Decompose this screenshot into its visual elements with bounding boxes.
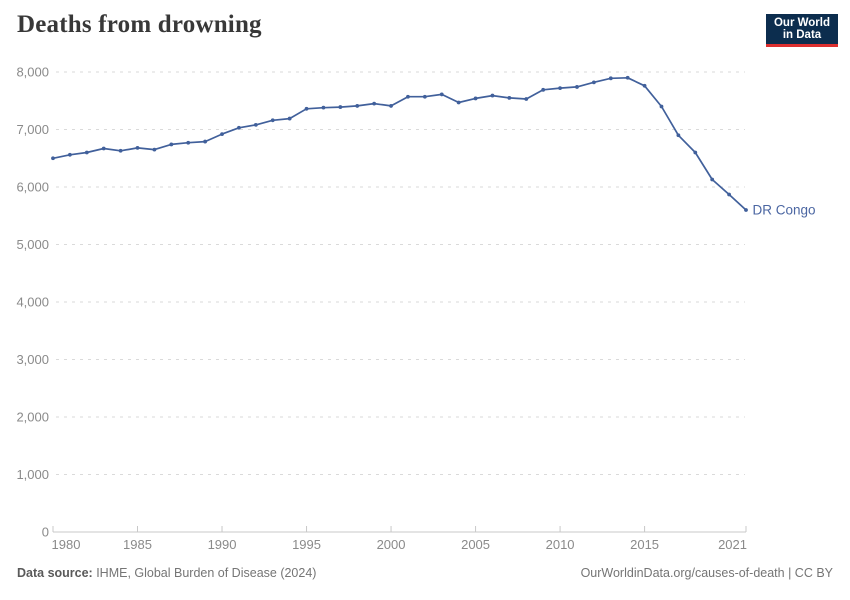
data-point[interactable] xyxy=(490,93,495,98)
data-point[interactable] xyxy=(203,139,208,144)
data-point[interactable] xyxy=(591,80,596,85)
x-axis-tick-label: 1995 xyxy=(292,537,321,552)
data-point[interactable] xyxy=(389,104,393,108)
data-point[interactable] xyxy=(524,97,529,101)
y-axis-tick-label: 7,000 xyxy=(16,122,49,137)
y-axis-tick-label: 8,000 xyxy=(16,65,49,80)
data-point[interactable] xyxy=(220,132,224,137)
data-point[interactable] xyxy=(118,148,123,153)
data-point[interactable] xyxy=(558,86,562,90)
data-point[interactable] xyxy=(659,104,664,109)
x-axis-tick-label: 2010 xyxy=(546,537,575,552)
data-point[interactable] xyxy=(304,106,309,111)
data-source-text: IHME, Global Burden of Disease (2024) xyxy=(92,566,317,580)
data-point[interactable] xyxy=(693,150,698,155)
data-point[interactable] xyxy=(51,156,55,161)
data-point[interactable] xyxy=(152,147,157,152)
y-axis-tick-label: 5,000 xyxy=(16,237,49,252)
data-point[interactable] xyxy=(642,83,647,88)
y-axis-tick-label: 4,000 xyxy=(16,295,49,310)
data-point[interactable] xyxy=(608,76,613,81)
data-point[interactable] xyxy=(439,92,444,97)
data-point[interactable] xyxy=(135,146,140,150)
y-axis-tick-label: 1,000 xyxy=(16,467,49,482)
data-source-note: Data source: IHME, Global Burden of Dise… xyxy=(17,566,316,580)
data-point[interactable] xyxy=(237,125,241,130)
owid-logo-line2: in Data xyxy=(782,29,822,41)
data-point[interactable] xyxy=(744,208,748,212)
data-point[interactable] xyxy=(727,192,731,197)
data-point[interactable] xyxy=(253,123,258,127)
data-point[interactable] xyxy=(676,133,681,138)
data-point[interactable] xyxy=(473,96,478,101)
data-point[interactable] xyxy=(68,152,72,157)
y-axis-tick-label: 0 xyxy=(42,525,49,540)
x-axis-tick-label: 2015 xyxy=(630,537,659,552)
data-point[interactable] xyxy=(541,87,546,92)
data-point[interactable] xyxy=(287,116,292,121)
x-axis-tick-label: 1990 xyxy=(208,537,237,552)
x-axis-tick-label: 2005 xyxy=(461,537,490,552)
data-point[interactable] xyxy=(575,85,579,89)
owid-logo-line1: Our World xyxy=(773,16,830,29)
data-point[interactable] xyxy=(270,118,275,123)
data-point[interactable] xyxy=(355,104,360,108)
y-axis-tick-label: 2,000 xyxy=(16,410,49,425)
data-line[interactable] xyxy=(52,76,747,211)
data-point[interactable] xyxy=(101,146,106,151)
data-point[interactable] xyxy=(372,101,377,106)
x-axis-tick-label: 1985 xyxy=(123,537,152,552)
owid-logo[interactable]: Our World in Data xyxy=(766,14,838,47)
entity-label[interactable]: DR Congo xyxy=(753,203,816,218)
data-point[interactable] xyxy=(321,105,326,110)
y-axis-tick-label: 6,000 xyxy=(16,180,49,195)
data-point[interactable] xyxy=(338,105,343,109)
data-source-label: Data source: xyxy=(17,566,93,580)
data-point[interactable] xyxy=(84,150,89,155)
chart-title: Deaths from drowning xyxy=(17,11,262,38)
chart-footer: Data source: IHME, Global Burden of Dise… xyxy=(0,566,850,588)
x-axis-tick-label: 1980 xyxy=(52,537,81,552)
data-point[interactable] xyxy=(507,95,512,100)
data-point[interactable] xyxy=(186,140,191,145)
data-point[interactable] xyxy=(625,75,630,80)
data-point[interactable] xyxy=(169,142,174,147)
data-point[interactable] xyxy=(406,94,410,99)
data-point[interactable] xyxy=(422,94,427,99)
credit-link[interactable]: OurWorldinData.org/causes-of-death | CC … xyxy=(580,566,833,580)
y-axis-tick-label: 3,000 xyxy=(16,352,49,367)
x-axis-tick-label: 2000 xyxy=(377,537,406,552)
x-axis-tick-label: 2021 xyxy=(718,537,747,552)
data-point[interactable] xyxy=(710,177,715,182)
data-point[interactable] xyxy=(456,100,461,105)
